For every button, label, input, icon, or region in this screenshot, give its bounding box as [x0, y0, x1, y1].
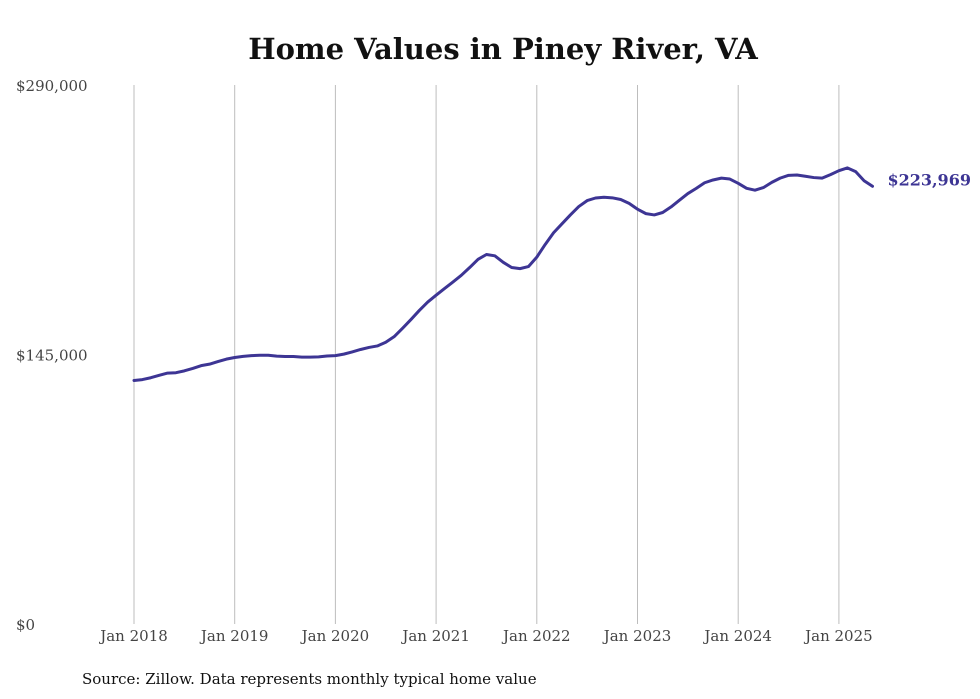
- y-axis-ticks: $0 $145,000 $290,000: [16, 77, 88, 634]
- x-tick-label: Jan 2021: [400, 627, 470, 645]
- y-tick-label: $290,000: [16, 77, 88, 95]
- x-axis-ticks: Jan 2018 Jan 2019 Jan 2020 Jan 2021 Jan 2022…: [98, 627, 872, 645]
- end-value-label: $223,969: [887, 170, 971, 189]
- x-tick-label: Jan 2018: [98, 627, 168, 645]
- chart-title: Home Values in Piney River, VA: [248, 32, 758, 66]
- x-tick-label: Jan 2020: [300, 627, 370, 645]
- x-tick-label: Jan 2025: [803, 627, 873, 645]
- x-tick-label: Jan 2019: [199, 627, 269, 645]
- x-tick-label: Jan 2024: [702, 627, 772, 645]
- x-tick-label: Jan 2022: [501, 627, 571, 645]
- source-note: Source: Zillow. Data represents monthly …: [82, 670, 537, 688]
- y-tick-label: $0: [16, 616, 35, 634]
- gridlines: [133, 85, 840, 624]
- x-tick-label: Jan 2023: [602, 627, 672, 645]
- y-tick-label: $145,000: [16, 347, 88, 365]
- series-line-home-value: [132, 166, 874, 383]
